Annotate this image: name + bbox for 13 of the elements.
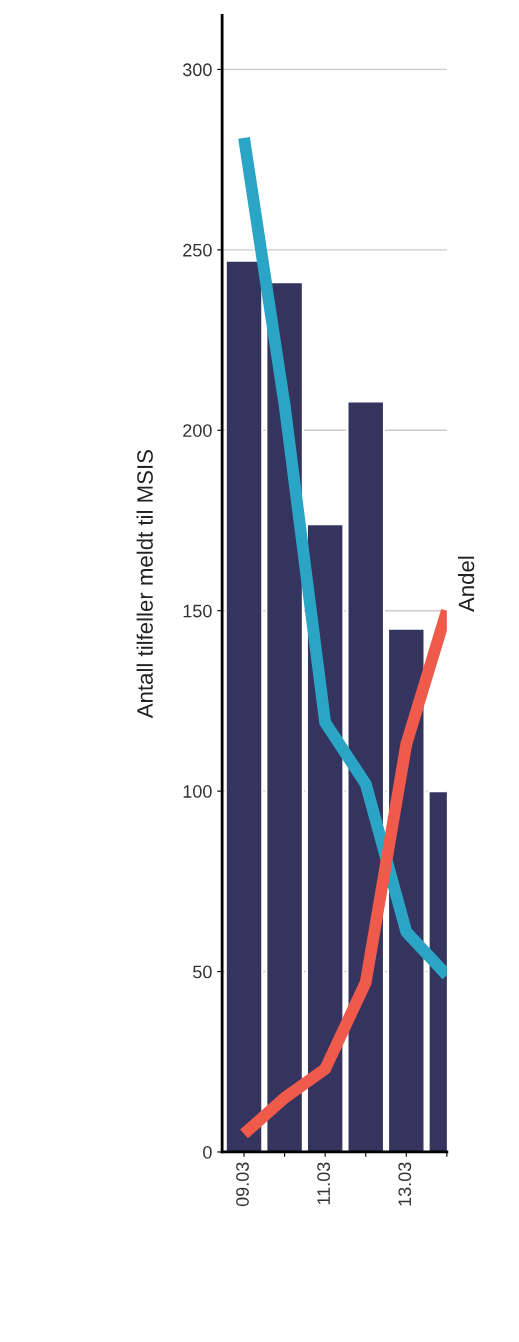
y-tick-label: 0 — [203, 1145, 212, 1159]
x-tick-label: 13.03 — [398, 1162, 412, 1206]
y-tick-label: 250 — [183, 243, 212, 257]
y2-axis-title: Andel — [457, 556, 475, 613]
bar — [224, 259, 264, 1152]
y-tick-label: 50 — [193, 965, 212, 979]
y-axis-title: Antall tilfeller meldt til MSIS — [136, 450, 153, 719]
x-tick-label: 11.03 — [317, 1162, 331, 1205]
y-tick-label: 200 — [183, 424, 212, 437]
y-tick-label: 300 — [182, 63, 212, 77]
y-tick-label: 100 — [183, 785, 212, 798]
x-tick-label: 09.03 — [236, 1162, 249, 1207]
y-tick-label: 150 — [183, 604, 212, 618]
